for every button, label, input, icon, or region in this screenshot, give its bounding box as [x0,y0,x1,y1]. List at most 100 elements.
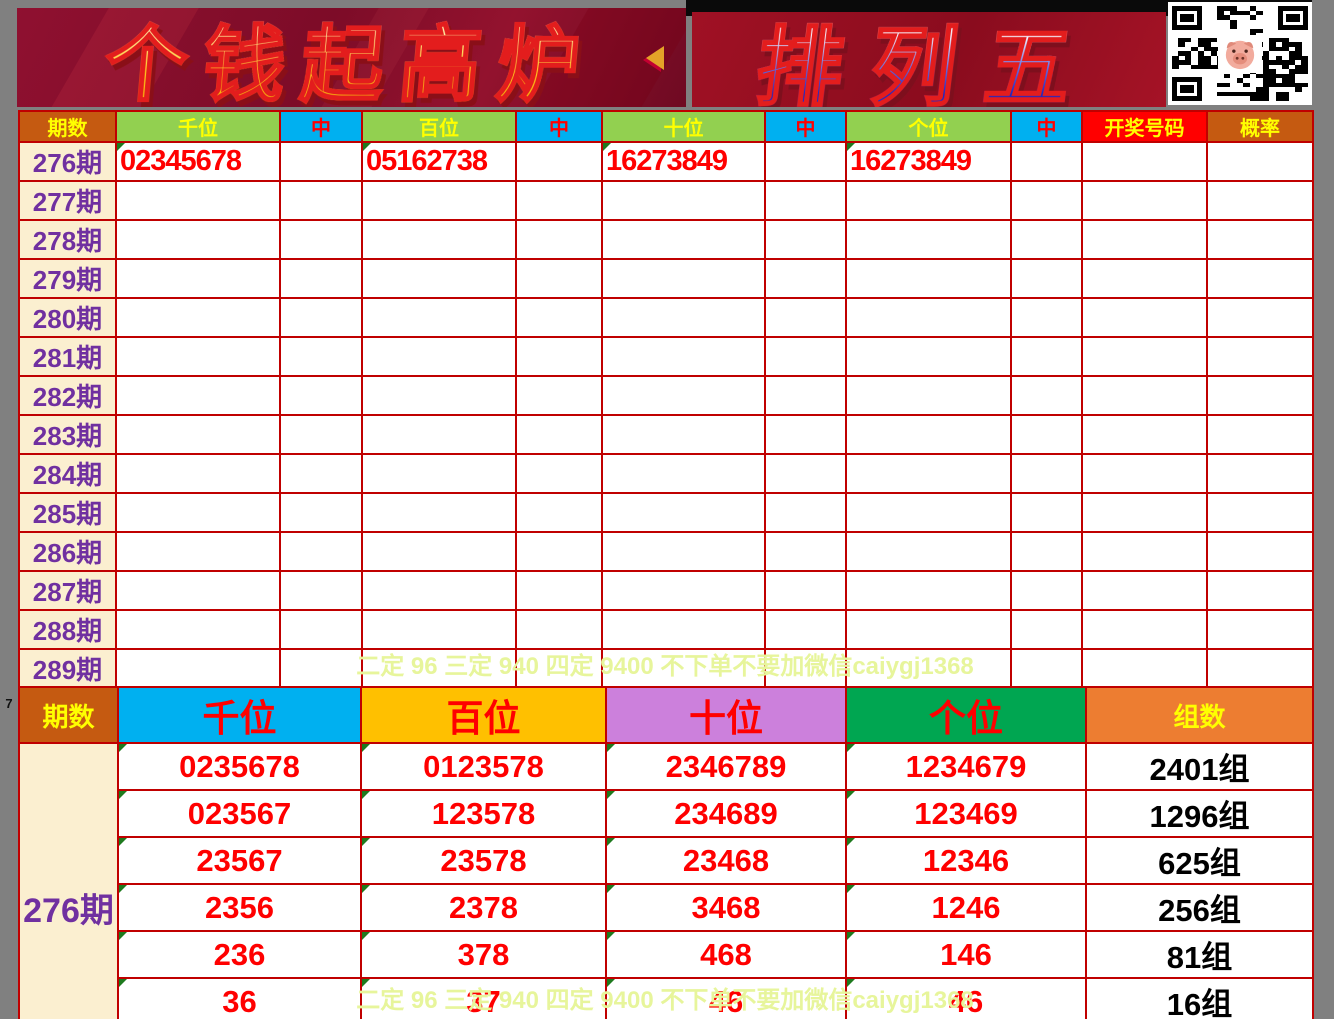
table-row-286: 286期 [18,531,1314,572]
zushu-cell: 81组 [1085,930,1314,979]
banner-left-panel: 个钱起高炉 [17,8,686,107]
gewei-cell: 1246 [845,883,1087,932]
zhong-cell [764,141,847,182]
zushu-cell: 16组 [1085,977,1314,1019]
zushu-cell: 256组 [1085,883,1314,932]
gewei-cell: 146 [845,930,1087,979]
col-header-shiwei: 十位 [601,110,766,143]
shiwei-cell: 468 [605,930,847,979]
period-cell: 287期 [18,570,117,611]
pyramid-row: 023567 123578 234689 123469 1296组 [19,789,1314,838]
col-header-period: 期数 [18,110,117,143]
gewei-cell: 123469 [845,789,1087,838]
col-header-period: 期数 [18,686,119,744]
col-header-gewei: 个位 [845,110,1012,143]
banner-right-panel: 排列五 [692,12,1166,107]
gailv-cell [1206,141,1314,182]
qianwei-cell: 0235678 [117,742,362,791]
period-cell: 277期 [18,180,117,221]
combination-table: 期数 千位 百位 十位 个位 组数 276期 0235678 0123578 2… [18,686,1314,1019]
gewei-cell: 1234679 [845,742,1087,791]
zhong-cell [515,141,603,182]
shiwei-cell: 16273849 [601,141,766,182]
zushu-cell: 1296组 [1085,789,1314,838]
col-header-qianwei: 千位 [117,686,362,744]
qr-finder-icon [1278,6,1308,30]
baiwei-cell: 23578 [360,836,607,885]
col-header-kaijiang: 开奖号码 [1081,110,1208,143]
col-header-qianwei: 千位 [115,110,281,143]
shiwei-cell: 23468 [605,836,847,885]
row-number-marker: 7 [5,696,13,711]
table-row-289: 289期 [18,648,1314,689]
table-row-283: 283期 [18,414,1314,455]
table-row-285: 285期 [18,492,1314,533]
period-cell: 278期 [18,219,117,260]
qianwei-cell: 236 [117,930,362,979]
pyramid-row: 276期 0235678 0123578 2346789 1234679 240… [18,742,1314,1019]
divider-notice-text: 二定 96 三定 940 四定 9400 不下单不要加微信caiygj1368 [356,653,974,680]
pyramid-row: 2356 2378 3468 1246 256组 [19,883,1314,932]
baiwei-cell: 123578 [360,789,607,838]
banner-title-left: 个钱起高炉 [101,8,601,107]
qr-finder-icon [1172,77,1202,101]
gewei-cell: 46 [845,977,1087,1019]
period-cell: 279期 [18,258,117,299]
shiwei-cell: 234689 [605,789,847,838]
col-header-shiwei: 十位 [605,686,847,744]
table-row-276: 276期 02345678 05162738 16273849 16273849 [18,141,1314,182]
qianwei-cell: 23567 [117,836,362,885]
shiwei-cell: 3468 [605,883,847,932]
period-cell: 284期 [18,453,117,494]
gewei-cell: 16273849 [845,141,1012,182]
table-row-280: 280期 [18,297,1314,338]
table-row-284: 284期 [18,453,1314,494]
qr-code-icon [1168,2,1312,105]
baiwei-cell: 2378 [360,883,607,932]
period-cell: 276期 [18,742,119,1019]
prediction-table: 期数 千位 中 百位 中 十位 中 个位 中 开奖号码 概率 276期 0234… [18,110,1314,728]
period-cell: 283期 [18,414,117,455]
footer-notice-text: 二定 96 三定 940 四定 9400 不下单不要加微信caiygj1368 [356,987,974,1014]
period-cell: 285期 [18,492,117,533]
zhong-cell [1010,141,1083,182]
table-row-277: 277期 [18,180,1314,221]
banner-title-right: 排列五 [750,12,1107,107]
pyramid-row: 23567 23578 23468 12346 625组 [19,836,1314,885]
gewei-cell: 12346 [845,836,1087,885]
zhong-cell [279,141,363,182]
zushu-cell: 625组 [1085,836,1314,885]
period-cell: 289期 [18,648,117,689]
period-cell: 282期 [18,375,117,416]
table-row-281: 281期 [18,336,1314,377]
col-header-gailv: 概率 [1206,110,1314,143]
table-row-278: 278期 [18,219,1314,260]
zushu-cell: 2401组 [1085,742,1314,791]
col-header-baiwei: 百位 [361,110,517,143]
table-row-279: 279期 [18,258,1314,299]
pyramid-row: 36 37 46 46 16组 [19,977,1314,1019]
baiwei-cell: 0123578 [360,742,607,791]
shiwei-cell: 2346789 [605,742,847,791]
table-row-287: 287期 [18,570,1314,611]
table-row-282: 282期 [18,375,1314,416]
shiwei-cell: 46 [605,977,847,1019]
pyramid-row: 236 378 468 146 81组 [19,930,1314,979]
table2-header-row: 期数 千位 百位 十位 个位 组数 [18,686,1314,744]
period-cell: 286期 [18,531,117,572]
qianwei-cell: 36 [117,977,362,1019]
col-header-zhong: 中 [515,110,603,143]
baiwei-cell: 05162738 [361,141,517,182]
col-header-zhong: 中 [764,110,847,143]
chevron-decoration [646,46,664,70]
kaijiang-cell [1081,141,1208,182]
period-cell: 276期 [18,141,117,182]
qianwei-cell: 2356 [117,883,362,932]
table-row-288: 288期 [18,609,1314,650]
table1-header-row: 期数 千位 中 百位 中 十位 中 个位 中 开奖号码 概率 [18,110,1314,143]
col-header-zhong: 中 [1010,110,1083,143]
period-cell: 288期 [18,609,117,650]
qr-finder-icon [1172,6,1202,30]
col-header-zushu: 组数 [1085,686,1314,744]
